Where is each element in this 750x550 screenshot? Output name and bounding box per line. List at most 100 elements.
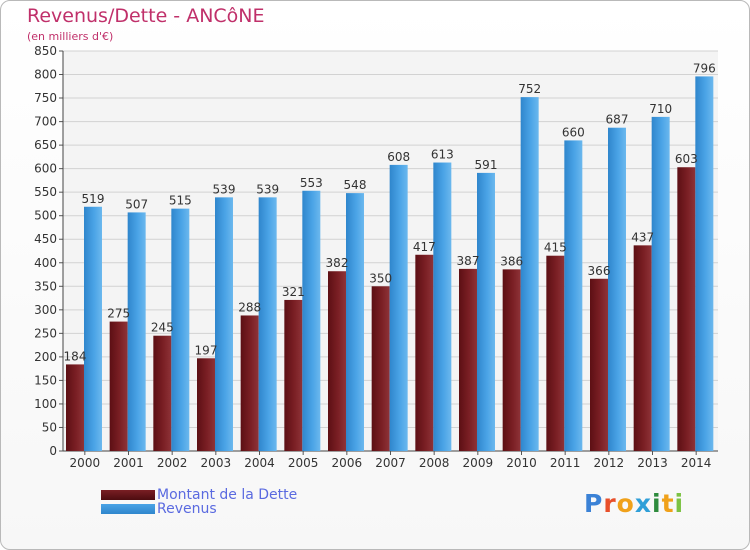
legend-label-dette: Montant de la Dette <box>157 487 298 503</box>
data-label-revenus: 710 <box>649 102 672 116</box>
data-label-dette: 387 <box>457 254 480 268</box>
y-tick-label: 650 <box>34 138 57 152</box>
legend-swatch-revenus <box>101 504 155 514</box>
data-label-dette: 417 <box>413 240 436 254</box>
x-tick-label: 2013 <box>637 456 668 470</box>
bar-dette <box>109 321 128 451</box>
bar-revenus <box>564 140 583 452</box>
legend-item-dette: Montant de la Dette <box>101 487 297 503</box>
bar-dette <box>197 358 215 451</box>
brand-letter: P <box>584 489 604 518</box>
bar-revenus <box>433 162 452 451</box>
x-tick-label: 2001 <box>113 456 144 470</box>
data-label-dette: 350 <box>369 271 392 285</box>
data-label-revenus: 752 <box>518 82 541 96</box>
brand-letter: t <box>661 489 675 518</box>
data-label-revenus: 515 <box>169 194 192 208</box>
bar-revenus <box>215 197 233 451</box>
bar-revenus <box>389 164 408 451</box>
data-label-revenus: 519 <box>82 192 105 206</box>
data-label-dette: 184 <box>64 349 87 363</box>
bar-revenus <box>258 197 277 451</box>
x-tick-label: 2005 <box>288 456 319 470</box>
y-tick-label: 300 <box>34 303 57 317</box>
bar-dette <box>459 268 477 451</box>
chart-title: Revenus/Dette - ANCôNE <box>27 5 265 27</box>
x-tick-label: 2008 <box>419 456 450 470</box>
y-tick-label: 50 <box>42 420 57 434</box>
legend-item-revenus: Revenus <box>101 501 217 517</box>
data-label-revenus: 548 <box>344 178 367 192</box>
x-tick-label: 2004 <box>244 456 275 470</box>
bar-revenus <box>608 127 626 452</box>
brand-letter: x <box>634 489 652 518</box>
bar-dette <box>284 299 303 451</box>
bar-revenus <box>302 190 321 451</box>
y-tick-label: 700 <box>34 115 57 129</box>
bar-dette <box>590 278 608 451</box>
x-tick-label: 2002 <box>157 456 188 470</box>
legend-label-revenus: Revenus <box>157 501 217 517</box>
bar-dette <box>633 245 652 451</box>
y-tick-label: 350 <box>34 279 57 293</box>
x-tick-label: 2003 <box>201 456 232 470</box>
bar-revenus <box>84 206 102 451</box>
y-tick-label: 100 <box>34 397 57 411</box>
bar-dette <box>546 255 565 451</box>
data-label-revenus: 687 <box>606 113 629 127</box>
data-label-dette: 321 <box>282 285 305 299</box>
data-label-revenus: 539 <box>256 182 279 196</box>
brand-letter: o <box>616 489 635 518</box>
data-label-dette: 245 <box>151 321 174 335</box>
brand-logo: Proxiti <box>584 489 684 518</box>
y-tick-label: 400 <box>34 256 57 270</box>
bar-dette <box>328 271 346 451</box>
bar-revenus <box>346 193 364 451</box>
bar-dette <box>66 364 84 451</box>
x-tick-label: 2014 <box>681 456 712 470</box>
bar-revenus <box>695 76 714 451</box>
y-tick-label: 550 <box>34 185 57 199</box>
brand-letter: i <box>674 489 685 518</box>
data-label-dette: 288 <box>238 300 261 314</box>
x-tick-label: 2010 <box>506 456 537 470</box>
x-tick-label: 2000 <box>70 456 101 470</box>
data-label-revenus: 608 <box>387 150 410 164</box>
data-label-dette: 382 <box>326 256 349 270</box>
x-tick-label: 2007 <box>375 456 406 470</box>
y-tick-label: 450 <box>34 232 57 246</box>
data-label-revenus: 539 <box>213 182 236 196</box>
y-tick-label: 0 <box>49 444 57 458</box>
y-tick-label: 850 <box>34 44 57 58</box>
x-tick-label: 2011 <box>550 456 581 470</box>
x-tick-label: 2006 <box>332 456 363 470</box>
data-label-revenus: 507 <box>125 197 148 211</box>
data-label-dette: 197 <box>195 343 218 357</box>
data-label-revenus: 796 <box>693 61 716 75</box>
data-label-dette: 275 <box>107 307 130 321</box>
y-tick-label: 600 <box>34 162 57 176</box>
data-label-revenus: 613 <box>431 148 454 162</box>
brand-letter: r <box>603 489 617 518</box>
y-tick-label: 250 <box>34 326 57 340</box>
y-tick-label: 500 <box>34 209 57 223</box>
bar-revenus <box>651 116 670 451</box>
y-tick-label: 200 <box>34 350 57 364</box>
y-tick-label: 750 <box>34 91 57 105</box>
bar-revenus <box>127 212 146 451</box>
legend-swatch-dette <box>101 490 155 500</box>
bar-revenus <box>171 208 190 451</box>
bar-revenus <box>477 172 495 451</box>
y-tick-label: 800 <box>34 68 57 82</box>
x-tick-label: 2009 <box>463 456 494 470</box>
y-tick-label: 150 <box>34 373 57 387</box>
bar-dette <box>677 167 696 451</box>
x-tick-label: 2012 <box>594 456 625 470</box>
data-label-dette: 603 <box>675 152 698 166</box>
data-label-revenus: 660 <box>562 125 585 139</box>
bar-dette <box>371 286 390 451</box>
data-label-dette: 415 <box>544 241 567 255</box>
bar-revenus <box>520 97 539 451</box>
